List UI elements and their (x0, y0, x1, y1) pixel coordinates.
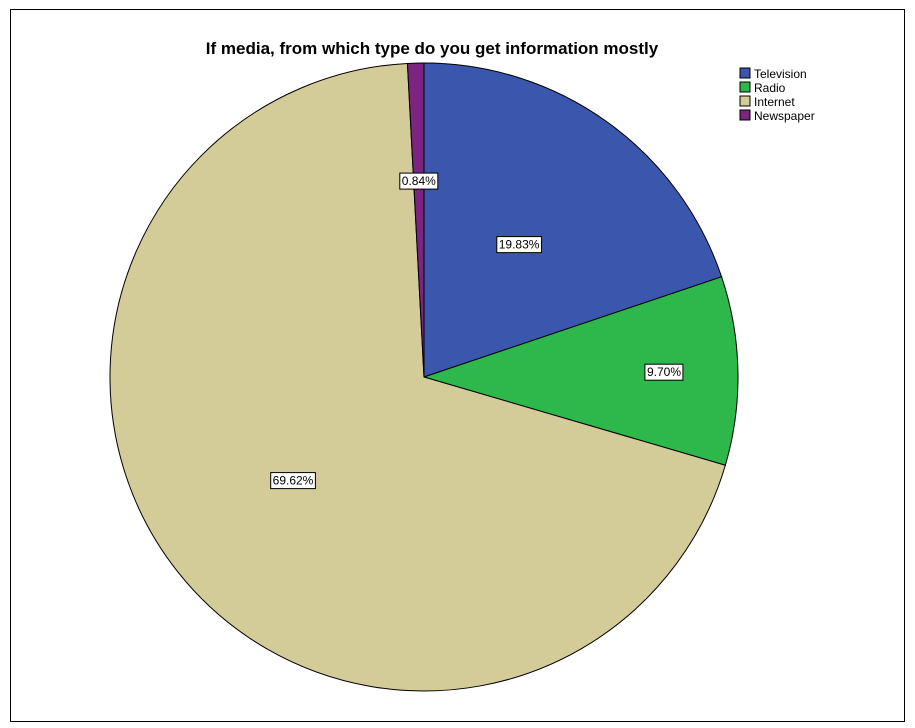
data-label-box (644, 363, 684, 381)
legend-label: Television (754, 67, 807, 81)
pie-slice-newspaper (406, 62, 425, 378)
data-label-box (270, 472, 316, 490)
legend-swatch (739, 95, 751, 107)
legend-swatch (739, 81, 751, 93)
legend-label: Newspaper (754, 109, 815, 123)
pie-data-labels: 19.83% 9.70% 69.62% 0.84% (270, 172, 684, 490)
legend-item-newspaper: Newspaper (739, 109, 815, 123)
legend-item-radio: Radio (739, 81, 786, 95)
data-label-television: 19.83% (496, 236, 542, 254)
data-label-newspaper: 0.84% (399, 172, 439, 190)
data-label-text: 19.83% (499, 238, 540, 252)
pie-chart: If media, from which type do you get inf… (109, 39, 815, 692)
legend-label: Radio (754, 81, 786, 95)
data-label-box (496, 236, 542, 254)
chart-title: If media, from which type do you get inf… (206, 39, 659, 58)
data-label-radio: 9.70% (644, 363, 684, 381)
legend-label: Internet (754, 95, 795, 109)
pie-slices (109, 62, 739, 692)
pie-slice-television (423, 62, 723, 378)
legend-item-internet: Internet (739, 95, 795, 109)
legend-item-television: Television (739, 67, 807, 81)
chart-frame: If media, from which type do you get inf… (10, 9, 905, 722)
legend-swatch (739, 67, 751, 79)
legend-swatch (739, 109, 751, 121)
pie-slice-radio (422, 276, 739, 466)
data-label-internet: 69.62% (270, 472, 316, 490)
data-label-text: 0.84% (402, 174, 436, 188)
pie-slice-internet (109, 62, 726, 692)
data-label-text: 9.70% (647, 365, 681, 379)
data-label-text: 69.62% (273, 474, 314, 488)
data-label-box (399, 172, 439, 190)
